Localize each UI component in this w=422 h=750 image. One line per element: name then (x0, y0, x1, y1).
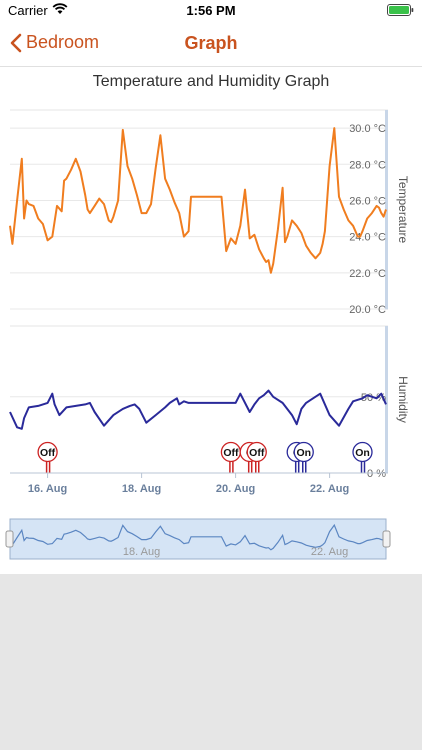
graph-content: Temperature and Humidity Graph 30.0 °C 28… (0, 67, 422, 574)
event-flag-marker (293, 441, 314, 463)
carrier-label: Carrier (8, 3, 48, 18)
battery-icon (387, 4, 414, 19)
x-axis-tick-label: 16. Aug (28, 483, 67, 495)
navigator-tick-label: 18. Aug (123, 546, 160, 558)
humidity-series-line (9, 389, 387, 430)
temperature-axis-title: Temperature (396, 176, 410, 244)
back-button-label: Bedroom (26, 32, 100, 52)
chart-title: Temperature and Humidity Graph (92, 73, 330, 90)
event-flag-label: On (355, 447, 370, 459)
chart[interactable]: 30.0 °C 28.0 °C 26.0 °C 24.0 °C 22.0 °C 20.0 … (0, 67, 422, 574)
temperature-scrollbar (385, 110, 388, 309)
temperature-tick-label: 22.0 °C (349, 268, 386, 280)
navigation-bar: Bedroom Graph (0, 22, 422, 67)
humidity-axis-title: Humidity (396, 376, 410, 423)
temperature-tick-label: 26.0 °C (349, 195, 386, 207)
navigator-handle-left[interactable] (5, 530, 14, 548)
event-flag-marker (37, 441, 58, 463)
event-flag: Off (37, 441, 58, 473)
wifi-icon (52, 3, 68, 18)
status-bar: Carrier 1:56 PM (0, 0, 422, 22)
temperature-tick-label: 28.0 °C (349, 159, 386, 171)
back-button[interactable]: Bedroom (10, 32, 99, 53)
event-flag: On (352, 441, 373, 473)
temperature-tick-label: 20.0 °C (349, 304, 386, 316)
temperature-tick-label: 30.0 °C (349, 123, 386, 135)
event-flag: Off (246, 441, 267, 473)
x-axis-tick-label: 20. Aug (216, 483, 255, 495)
humidity-scrollbar (385, 326, 388, 473)
event-flag-marker (352, 441, 373, 463)
navigator-series-line (9, 523, 387, 551)
event-flag-marker (246, 441, 267, 463)
navigator-handle-right[interactable] (382, 530, 391, 548)
event-flag: Off (220, 441, 242, 473)
humidity-tick-label: 0 % (367, 468, 386, 480)
temperature-series-line (9, 127, 387, 274)
x-axis-tick-label: 18. Aug (122, 483, 161, 495)
navigator-tick-label: 22. Aug (311, 546, 348, 558)
event-flag-label: Off (249, 447, 265, 459)
event-flag-label: Off (40, 447, 56, 459)
status-time: 1:56 PM (186, 3, 236, 18)
temperature-tick-label: 24.0 °C (349, 232, 386, 244)
event-flag: On (293, 441, 314, 473)
chevron-left-icon (10, 33, 22, 52)
event-flag-label: On (296, 447, 311, 459)
event-flag-label: Off (223, 447, 239, 459)
x-axis-tick-label: 22. Aug (310, 483, 349, 495)
